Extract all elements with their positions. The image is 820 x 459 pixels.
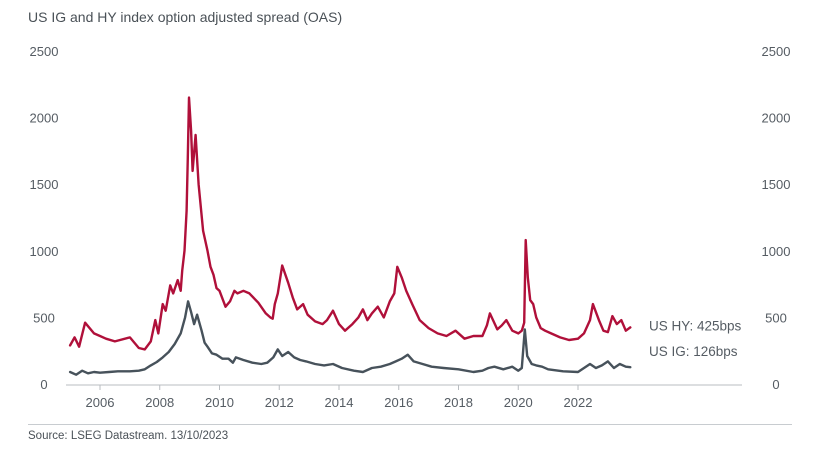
y-tick-left-label: 1500 [30, 177, 59, 192]
y-tick-left-label: 2000 [30, 111, 59, 126]
y-tick-right-label: 0 [772, 377, 779, 392]
y-tick-right-label: 500 [765, 310, 787, 325]
y-tick-right-label: 1500 [762, 177, 791, 192]
x-tick-label: 2008 [145, 395, 174, 410]
x-tick-label: 2012 [265, 395, 294, 410]
y-axis-left-ticks: 0 500 1000 1500 2000 2500 [30, 44, 59, 392]
x-axis-ticks: 2006 2008 2010 2012 2014 2016 2018 2020 2022 [86, 385, 593, 410]
series-lines [70, 98, 630, 375]
x-tick-label: 2006 [86, 395, 115, 410]
y-tick-right-label: 2000 [762, 111, 791, 126]
y-axis-right-ticks: 0 500 1000 1500 2000 2500 [762, 44, 791, 392]
x-tick-label: 2018 [444, 395, 473, 410]
x-tick-label: 2014 [325, 395, 354, 410]
series-line-us-hy [70, 98, 630, 350]
y-tick-left-label: 0 [40, 377, 47, 392]
series-end-label: US IG: 126bps [649, 344, 738, 359]
series-line-us-ig [70, 301, 630, 374]
x-tick-label: 2022 [564, 395, 593, 410]
footer-divider [28, 424, 792, 425]
x-tick-label: 2020 [504, 395, 533, 410]
series-end-labels: US HY: 425bps US IG: 126bps [649, 318, 742, 359]
series-end-label: US HY: 425bps [649, 318, 742, 333]
x-tick-label: 2010 [205, 395, 234, 410]
x-tick-label: 2016 [384, 395, 413, 410]
y-tick-left-label: 2500 [30, 44, 59, 59]
y-tick-right-label: 1000 [762, 244, 791, 259]
y-tick-right-label: 2500 [762, 44, 791, 59]
y-tick-left-label: 500 [33, 310, 55, 325]
source-note: Source: LSEG Datastream. 13/10/2023 [28, 430, 228, 442]
y-tick-left-label: 1000 [30, 244, 59, 259]
